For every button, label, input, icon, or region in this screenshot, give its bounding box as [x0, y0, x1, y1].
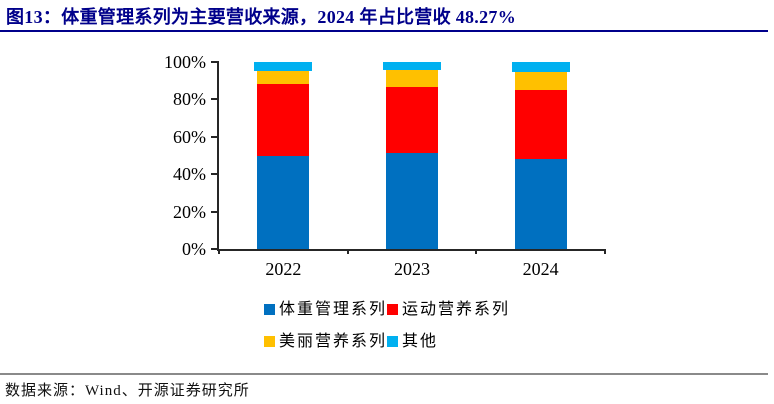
legend-row: 美丽营养系列 其他 — [264, 333, 510, 351]
figure-title: 图13：体重管理系列为主要营收来源，2024 年占比营收 48.27% — [6, 7, 516, 27]
bar-segment — [257, 156, 310, 249]
legend-label: 运动营养系列 — [402, 301, 511, 318]
bar-segment — [254, 62, 313, 71]
x-axis-label: 2023 — [394, 259, 430, 279]
legend-swatch-icon — [387, 335, 399, 347]
source-note: 数据来源：Wind、开源证券研究所 — [5, 383, 250, 399]
x-axis-tick — [346, 249, 349, 254]
y-axis-tick-label: 80% — [173, 89, 206, 110]
y-axis-tick — [211, 210, 219, 213]
bar-segment — [511, 62, 570, 72]
y-axis-tick-label: 60% — [173, 126, 206, 147]
y-axis-tick-label: 20% — [173, 201, 206, 222]
bar-segment — [514, 158, 567, 249]
x-axis-tick — [218, 249, 220, 254]
bar-segment — [386, 69, 438, 88]
legend-swatch-icon — [387, 304, 399, 316]
y-axis-tick-label: 40% — [173, 164, 206, 185]
bar-segment — [386, 152, 438, 249]
x-axis-label: 2024 — [522, 259, 559, 279]
y-axis-tick-label: 100% — [164, 52, 206, 72]
y-axis-tick — [211, 173, 219, 176]
y-axis-tick — [211, 135, 219, 138]
legend-label: 其他 — [402, 332, 439, 350]
bar-segment — [514, 89, 567, 159]
y-axis-tick — [211, 248, 219, 250]
legend-swatch-icon — [264, 304, 275, 316]
legend: 体重管理系列 运动营养系列 美丽营养系列 其他 — [264, 301, 510, 350]
legend-item: 体重管理系列 — [264, 301, 387, 319]
x-axis-tick — [604, 249, 606, 254]
legend-item: 其他 — [387, 333, 438, 351]
legend-label: 美丽营养系列 — [279, 332, 388, 350]
plot-area: 0% 20% 40% 60% 80% 100% 2022 2023 2024 — [164, 53, 606, 278]
x-axis-tick — [475, 249, 478, 254]
legend-row: 体重管理系列 运动营养系列 — [264, 301, 510, 319]
bar-segment — [257, 71, 310, 85]
legend-swatch-icon — [264, 335, 275, 347]
y-axis-tick-label: 0% — [182, 239, 206, 259]
y-axis-tick — [211, 61, 219, 63]
y-axis-tick — [211, 98, 219, 101]
legend-label: 体重管理系列 — [279, 301, 388, 318]
bar-segment — [383, 62, 441, 70]
title-underline — [0, 30, 768, 32]
bar-segment — [386, 87, 438, 153]
stacked-bar-2024 — [511, 62, 570, 249]
legend-item: 运动营养系列 — [387, 301, 510, 319]
x-axis-label: 2022 — [265, 259, 302, 279]
bar-segment — [257, 84, 310, 157]
stacked-bar-2023 — [383, 62, 441, 249]
bar-segment — [514, 71, 567, 90]
stacked-bar-2022 — [254, 62, 313, 249]
source-divider — [0, 373, 768, 375]
legend-item: 美丽营养系列 — [264, 333, 387, 351]
